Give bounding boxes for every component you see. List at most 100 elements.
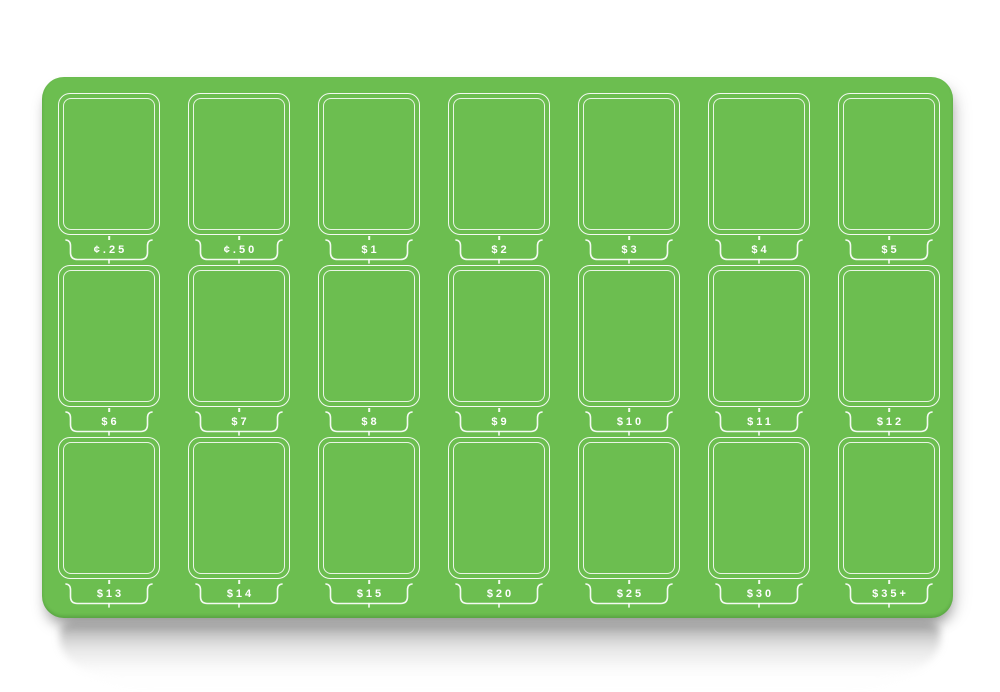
card-slot[interactable] bbox=[708, 265, 810, 412]
price-cell: $12 bbox=[838, 265, 940, 437]
price-tab: $4 bbox=[715, 239, 803, 265]
price-label: $11 bbox=[747, 415, 774, 428]
price-cell: $2 bbox=[448, 93, 550, 265]
price-cell: $4 bbox=[708, 93, 810, 265]
price-cell: $20 bbox=[448, 437, 550, 609]
card-slot[interactable] bbox=[578, 437, 680, 584]
slot-bottom-tick bbox=[238, 580, 240, 584]
price-bracket-icon bbox=[195, 583, 283, 608]
price-bracket-icon bbox=[325, 583, 413, 608]
price-cell: $7 bbox=[188, 265, 290, 437]
card-slot-inner-frame bbox=[453, 98, 545, 230]
price-label: $5 bbox=[881, 243, 900, 256]
card-slot-inner-frame bbox=[713, 270, 805, 402]
slot-bottom-tick bbox=[498, 236, 500, 240]
slot-bottom-tick bbox=[888, 236, 890, 240]
price-bracket-icon bbox=[715, 583, 803, 608]
card-slot[interactable] bbox=[838, 437, 940, 584]
slot-bottom-tick bbox=[238, 408, 240, 412]
price-bracket-icon bbox=[455, 583, 543, 608]
price-bracket-icon bbox=[585, 583, 673, 608]
price-tab: $6 bbox=[65, 411, 153, 437]
price-cell: $25 bbox=[578, 437, 680, 609]
price-tab: $12 bbox=[845, 411, 933, 437]
price-tab: $10 bbox=[585, 411, 673, 437]
price-cell: ¢.25 bbox=[58, 93, 160, 265]
card-slot-inner-frame bbox=[193, 270, 285, 402]
card-slot[interactable] bbox=[58, 93, 160, 240]
price-tab: $25 bbox=[585, 583, 673, 609]
price-tab: $1 bbox=[325, 239, 413, 265]
card-slot-inner-frame bbox=[193, 442, 285, 574]
price-tab: $7 bbox=[195, 411, 283, 437]
price-label: $12 bbox=[876, 415, 905, 428]
price-tab: $9 bbox=[455, 411, 543, 437]
card-slot[interactable] bbox=[578, 93, 680, 240]
card-slot[interactable] bbox=[318, 437, 420, 584]
price-label: $13 bbox=[96, 587, 125, 600]
card-slot[interactable] bbox=[838, 93, 940, 240]
slot-bottom-tick bbox=[368, 580, 370, 584]
card-slot-inner-frame bbox=[843, 442, 935, 574]
price-label: $6 bbox=[101, 415, 120, 428]
card-slot[interactable] bbox=[188, 93, 290, 240]
card-slot-inner-frame bbox=[63, 98, 155, 230]
price-tab: $3 bbox=[585, 239, 673, 265]
card-slot[interactable] bbox=[708, 437, 810, 584]
price-bracket-icon bbox=[65, 239, 153, 264]
card-slot-inner-frame bbox=[843, 270, 935, 402]
price-bracket-icon bbox=[325, 411, 413, 436]
price-cell: ¢.50 bbox=[188, 93, 290, 265]
price-label: $25 bbox=[616, 587, 645, 600]
slot-bottom-tick bbox=[888, 408, 890, 412]
price-bracket-icon bbox=[845, 583, 933, 608]
slot-bottom-tick bbox=[888, 580, 890, 584]
slot-bottom-tick bbox=[498, 580, 500, 584]
price-cell: $15 bbox=[318, 437, 420, 609]
price-bracket-icon bbox=[845, 239, 933, 264]
price-label: $3 bbox=[621, 243, 640, 256]
slot-bottom-tick bbox=[758, 236, 760, 240]
card-slot-inner-frame bbox=[583, 98, 675, 230]
price-tab: $30 bbox=[715, 583, 803, 609]
card-slot[interactable] bbox=[188, 437, 290, 584]
price-bracket-icon bbox=[195, 239, 283, 264]
card-slot[interactable] bbox=[448, 93, 550, 240]
price-tab: $15 bbox=[325, 583, 413, 609]
card-slot-inner-frame bbox=[453, 442, 545, 574]
price-bracket-icon bbox=[585, 239, 673, 264]
price-bracket-icon bbox=[455, 239, 543, 264]
card-slot-inner-frame bbox=[713, 98, 805, 230]
price-label: $9 bbox=[491, 415, 510, 428]
card-slot-inner-frame bbox=[323, 98, 415, 230]
card-slot[interactable] bbox=[578, 265, 680, 412]
card-slot-inner-frame bbox=[63, 442, 155, 574]
slot-bottom-tick bbox=[758, 580, 760, 584]
price-tab: $2 bbox=[455, 239, 543, 265]
price-label: ¢.50 bbox=[223, 243, 258, 256]
slot-bottom-tick bbox=[238, 236, 240, 240]
card-slot[interactable] bbox=[318, 93, 420, 240]
price-tab: $35+ bbox=[845, 583, 933, 609]
card-slot-inner-frame bbox=[63, 270, 155, 402]
card-slot[interactable] bbox=[318, 265, 420, 412]
card-slot[interactable] bbox=[838, 265, 940, 412]
price-label: $7 bbox=[231, 415, 250, 428]
price-bracket-icon bbox=[715, 239, 803, 264]
price-bracket-icon bbox=[845, 411, 933, 436]
card-slot[interactable] bbox=[448, 437, 550, 584]
slot-bottom-tick bbox=[368, 236, 370, 240]
card-slot[interactable] bbox=[58, 265, 160, 412]
card-slot[interactable] bbox=[188, 265, 290, 412]
slot-bottom-tick bbox=[108, 408, 110, 412]
card-slot[interactable] bbox=[708, 93, 810, 240]
card-slot-inner-frame bbox=[323, 442, 415, 574]
card-slot[interactable] bbox=[448, 265, 550, 412]
price-tab: $14 bbox=[195, 583, 283, 609]
card-slot[interactable] bbox=[58, 437, 160, 584]
price-tab: $11 bbox=[715, 411, 803, 437]
card-slot-inner-frame bbox=[583, 270, 675, 402]
price-label: $1 bbox=[361, 243, 380, 256]
price-cell: $9 bbox=[448, 265, 550, 437]
